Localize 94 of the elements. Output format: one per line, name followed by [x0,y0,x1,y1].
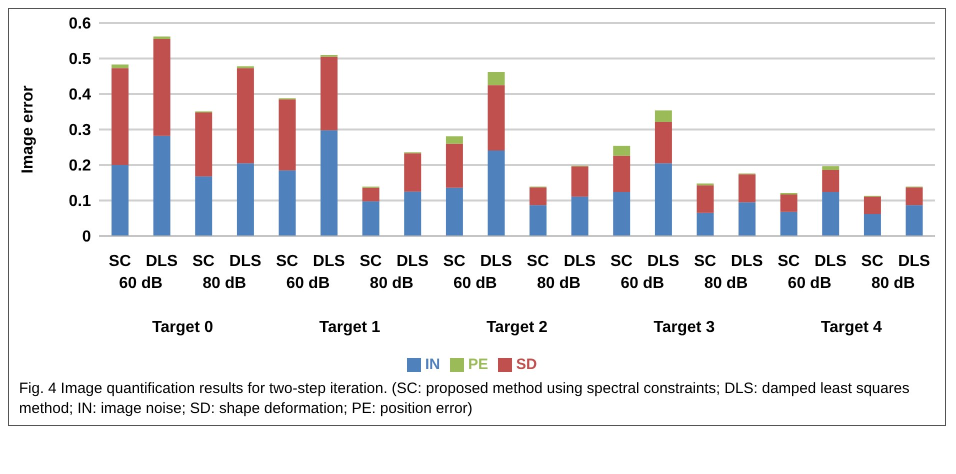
bar [738,202,756,236]
x-tick-label: DLS [229,253,262,270]
x-tick-label: SC [360,253,382,270]
text: 80 dB [703,275,749,293]
bar [153,38,170,136]
bar [822,170,840,192]
bar [613,146,630,156]
bar [112,68,129,165]
x-tick-label: DLS [898,253,930,270]
x-tick-label: SC [443,253,466,270]
bar [780,194,798,212]
bar [613,192,630,236]
bar [654,110,672,122]
y-tick-label: 0.5 [68,51,92,68]
bar [780,212,798,236]
text: 80 dB [368,275,414,293]
bar [236,68,254,164]
text: 60 dB [285,275,331,293]
bar [696,185,714,213]
bar [488,150,505,236]
bar [696,212,714,236]
text: 80 dB [536,275,582,293]
x-tick-label: SC [861,253,884,270]
y-tick-label: 0.2 [68,158,92,175]
bar [278,170,296,236]
bar [738,174,756,202]
bar [362,201,380,236]
bar [153,36,170,39]
text: Target 1 [318,319,382,337]
x-tick-label: DLS [647,253,680,270]
text: Target 2 [485,319,549,337]
bar [195,176,212,236]
text: Target 0 [151,319,214,337]
y-tick-label: 0 [82,228,92,246]
bar [571,196,588,236]
bar [864,214,881,236]
x-tick-label: DLS [312,253,346,270]
legend-label: PE [468,356,488,373]
x-tick-label: SC [108,253,132,270]
x-tick-label: SC [526,253,550,270]
bar [446,136,463,144]
bar [278,99,296,170]
bar [404,153,422,192]
bar [822,192,840,236]
y-tick-label: 0.1 [68,193,92,210]
x-tick-label: DLS [480,253,512,270]
x-tick-label: DLS [396,253,429,270]
x-tick-label: SC [778,253,800,270]
legend-label: IN [425,356,440,373]
bar [320,56,338,130]
legend-label: SD [516,356,537,373]
bar [530,205,547,236]
y-tick-label: 0.3 [68,122,92,140]
text: Target 3 [652,319,716,337]
bar [362,188,380,202]
bar [112,64,129,68]
y-tick-label: 0.4 [68,86,92,104]
bar [320,130,338,236]
bar [654,163,672,236]
text: 60 dB [620,275,666,293]
bar [236,163,254,236]
bar [906,187,923,206]
bar [613,156,630,192]
bar [488,85,505,150]
bar [530,187,547,206]
caption: Fig. 4 Image quantification results for two-step iteration. (SC: proposed method using spectral constraints; DLS: damped least squares method; IN: image noise; SD: shape deformation; PE: position error) [18,379,910,419]
text: 60 dB [452,275,498,293]
bar [446,144,463,188]
y-axis-title: Image error [20,85,37,174]
bar [864,196,881,214]
x-tick-label: SC [694,253,717,270]
text: 80 dB [202,275,248,293]
x-tick-label: DLS [814,253,847,270]
x-tick-label: SC [610,253,634,270]
y-tick-label: 0.6 [68,16,92,33]
bar [112,165,129,236]
text: 60 dB [786,275,832,293]
bar [446,188,463,236]
bar [654,122,672,164]
x-tick-label: SC [192,253,216,270]
x-tick-label: DLS [146,253,178,270]
x-tick-label: DLS [730,253,764,270]
bar [404,192,422,236]
x-tick-label: SC [276,253,299,270]
text: 80 dB [870,275,916,293]
text: Target 4 [820,319,883,337]
bar [822,166,840,170]
bar [488,72,505,86]
bar [571,166,588,197]
x-tick-label: DLS [564,253,596,270]
bar [153,136,170,236]
bar [906,205,923,236]
bar [195,112,212,176]
text: 60 dB [118,275,164,293]
